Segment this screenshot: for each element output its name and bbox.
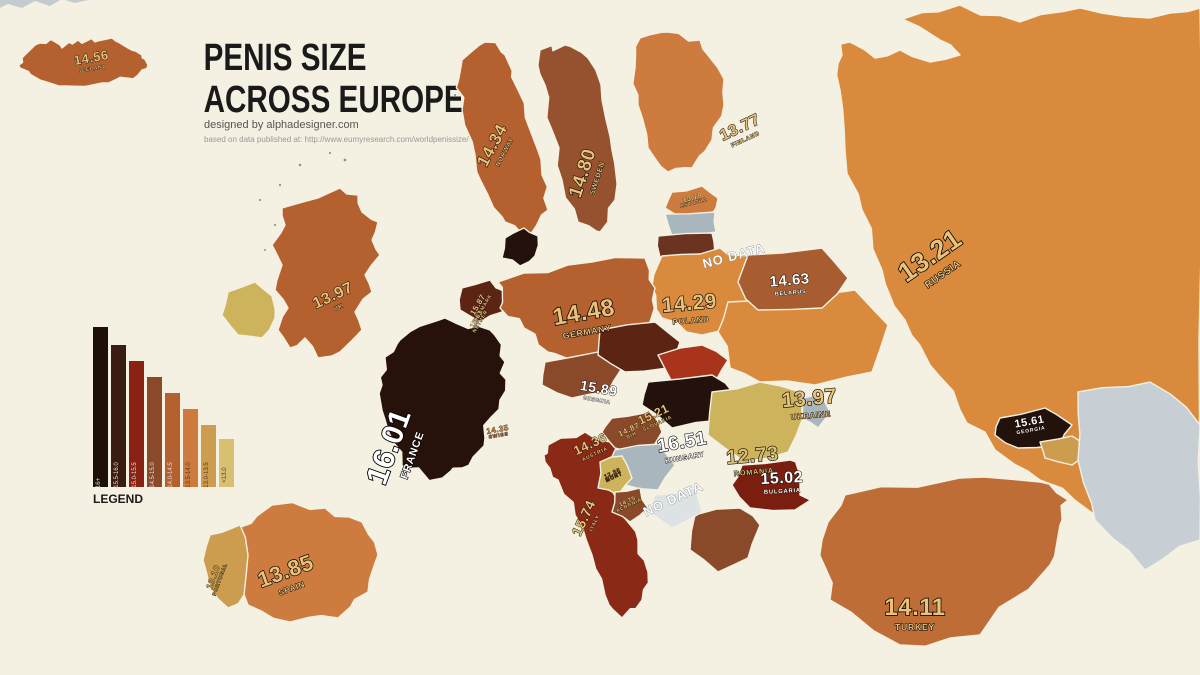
svg-text:ACROSS EUROPE: ACROSS EUROPE xyxy=(204,79,464,121)
svg-text:14.29: 14.29 xyxy=(661,290,718,318)
svg-text:14.5-15.0: 14.5-15.0 xyxy=(150,462,156,488)
svg-text:13.5-14.0: 13.5-14.0 xyxy=(186,462,192,488)
svg-text:15.0-15.5: 15.0-15.5 xyxy=(132,462,138,488)
svg-text:13.97: 13.97 xyxy=(781,385,838,413)
svg-text:16+: 16+ xyxy=(96,477,102,488)
svg-text:based on data published at: ht: based on data published at: http://www.e… xyxy=(204,135,469,144)
svg-text:15.02: 15.02 xyxy=(760,469,803,488)
svg-text:TURKEY: TURKEY xyxy=(895,622,935,632)
svg-text:LEGEND: LEGEND xyxy=(93,492,143,506)
svg-text:15.5-16.0: 15.5-16.0 xyxy=(114,462,120,488)
svg-text:PENIS SIZE: PENIS SIZE xyxy=(204,37,367,79)
svg-text:14.0-14.5: 14.0-14.5 xyxy=(168,462,174,488)
svg-text:14.63: 14.63 xyxy=(769,270,810,290)
svg-text:designed by alphadesigner.com: designed by alphadesigner.com xyxy=(204,119,359,131)
svg-text:<13.0: <13.0 xyxy=(222,467,228,483)
svg-text:14.11: 14.11 xyxy=(884,594,945,621)
svg-text:13.0-13.5: 13.0-13.5 xyxy=(204,462,210,488)
